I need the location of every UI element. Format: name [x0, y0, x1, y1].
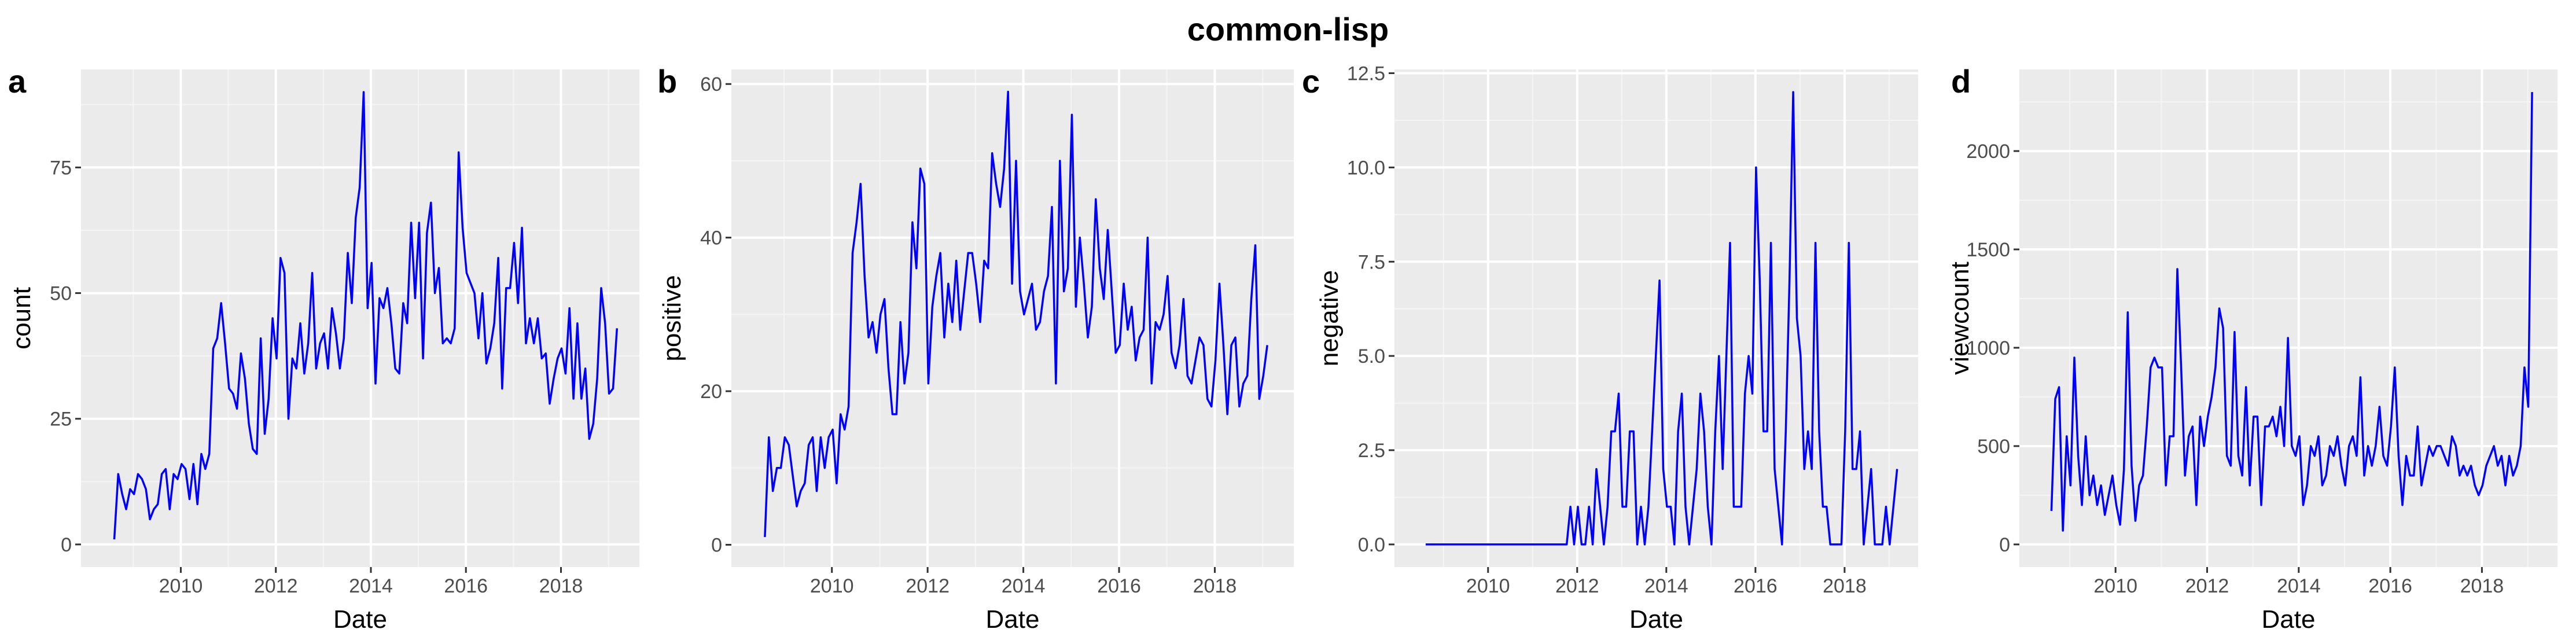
- panel-label-d: d: [1951, 63, 1971, 100]
- x-tick-label: 2016: [1097, 575, 1141, 597]
- y-tick-label: 50: [50, 283, 72, 305]
- y-axis-title: viewcount: [1946, 262, 1974, 375]
- series-line: [2050, 92, 2533, 532]
- y-tick-label: 5.0: [1358, 345, 1385, 367]
- x-tick-label: 2014: [2277, 575, 2321, 597]
- plot-background: [81, 69, 639, 567]
- y-tick-label: 7.5: [1358, 251, 1385, 273]
- x-axis-title: Date: [986, 605, 1040, 634]
- y-tick-label: 75: [50, 157, 72, 179]
- panel-a: 2010 2012 2014 2016 2018 0 25 50 75 Date count: [8, 69, 639, 634]
- figure-title: common-lisp: [1187, 11, 1389, 47]
- x-axis-title: Date: [1629, 605, 1683, 634]
- x-tick-label: 2018: [2460, 575, 2504, 597]
- y-tick-label: 1000: [1966, 337, 2010, 359]
- x-tick-label: 2014: [1644, 575, 1688, 597]
- plot-background: [1394, 69, 1918, 567]
- x-tick-label: 2018: [1193, 575, 1237, 597]
- panel-label-a: a: [8, 63, 27, 100]
- y-tick-label: 2000: [1966, 141, 2010, 163]
- x-tick-label: 2012: [254, 575, 298, 597]
- y-tick-label: 40: [700, 227, 722, 249]
- y-axis-title: negative: [1315, 270, 1344, 366]
- x-tick-label: 2014: [1002, 575, 1046, 597]
- panel-label-c: c: [1302, 63, 1320, 100]
- x-tick-label: 2016: [2368, 575, 2412, 597]
- y-tick-label: 500: [1977, 436, 2010, 458]
- x-tick-label: 2010: [159, 575, 203, 597]
- y-tick-label: 25: [50, 409, 72, 430]
- y-tick-label: 2.5: [1358, 440, 1385, 462]
- x-tick-label: 2012: [2185, 575, 2229, 597]
- x-tick-label: 2018: [1823, 575, 1867, 597]
- x-tick-label: 2012: [906, 575, 950, 597]
- panel-c: 2010 2012 2014 2016 2018 0.0 2.5 5.0 7.5 10.0 12.5…: [1315, 63, 1918, 634]
- panel-label-b: b: [657, 63, 678, 100]
- y-tick-label: 0: [1999, 534, 2010, 556]
- y-axis-title: count: [8, 287, 36, 349]
- panel-b: 2010 2012 2014 2016 2018 0 20 40 60 Date positive: [658, 69, 1294, 634]
- x-tick-label: 2010: [1466, 575, 1510, 597]
- y-tick-label: 12.5: [1347, 63, 1385, 85]
- x-tick-label: 2014: [349, 575, 393, 597]
- y-axis-title: positive: [658, 275, 686, 361]
- y-tick-label: 0: [711, 535, 722, 557]
- y-tick-label: 20: [700, 381, 722, 403]
- x-tick-label: 2010: [2093, 575, 2137, 597]
- series-line: [764, 90, 1268, 538]
- plot-background: [731, 69, 1294, 567]
- y-tick-label: 0: [61, 534, 72, 556]
- x-tick-label: 2012: [1555, 575, 1599, 597]
- x-axis-title: Date: [333, 605, 387, 634]
- y-tick-label: 60: [700, 73, 722, 95]
- x-tick-label: 2010: [810, 575, 854, 597]
- y-tick-label: 0.0: [1358, 534, 1385, 556]
- plot-background: [2019, 69, 2557, 567]
- y-tick-label: 10.0: [1347, 157, 1385, 179]
- x-axis-title: Date: [2262, 605, 2316, 634]
- x-tick-label: 2016: [444, 575, 488, 597]
- y-tick-label: 1500: [1966, 239, 2010, 261]
- x-tick-label: 2016: [1734, 575, 1778, 597]
- series-line: [1425, 91, 1898, 546]
- series-line: [113, 91, 619, 540]
- x-tick-label: 2018: [539, 575, 583, 597]
- panel-d: 2010 2012 2014 2016 2018 0 500 1000 1500 2000 Date…: [1946, 69, 2557, 634]
